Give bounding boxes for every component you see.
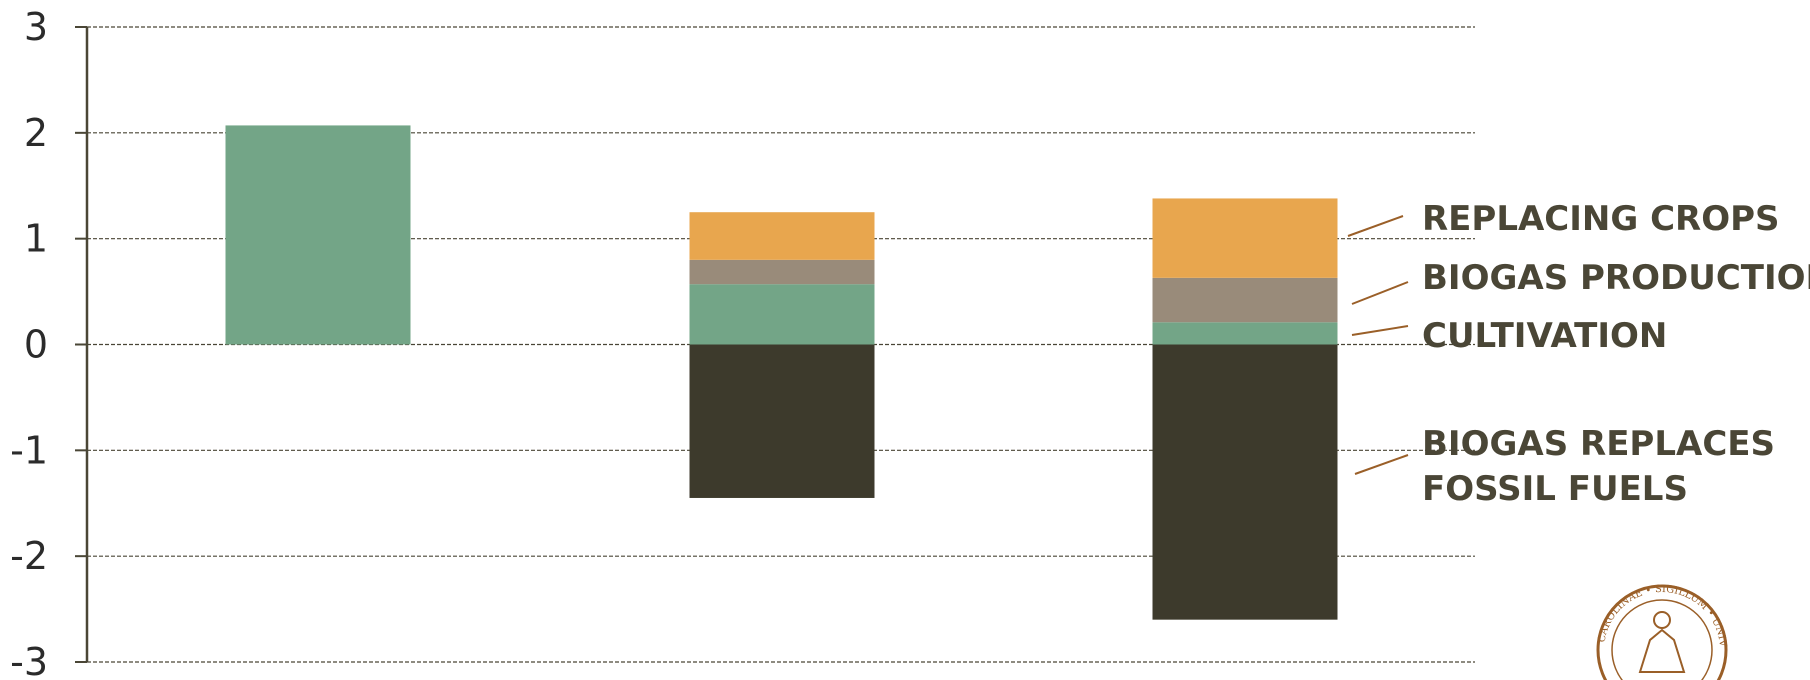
y-tick-label: 3 [24,5,48,49]
y-tick-label: 1 [24,217,48,261]
bar-segment-biogas-production [689,259,875,285]
legend-label: FOSSIL FUELS [1422,469,1688,509]
bar-segment-replacing-crops [689,212,875,260]
bars [225,125,1338,620]
bar-segment-cultivation [1152,322,1338,345]
legend-label: BIOGAS REPLACES [1422,424,1775,464]
legend-label: BIOGAS PRODUCTION [1422,258,1810,298]
legend-leader-line [1347,215,1404,237]
y-tick-label: 0 [24,323,48,367]
bar-segment-fossil [1152,344,1338,620]
bar-segment-biogas-production [1152,277,1338,323]
bar-segment-cultivation [689,284,875,345]
legend-leader-line [1351,281,1409,305]
bar-segment-fossil [689,344,875,498]
y-tick-label: -2 [10,534,48,578]
legend-label: CULTIVATION [1422,316,1667,356]
legend-leader-line [1351,325,1409,336]
legend-label: REPLACING CROPS [1422,199,1780,239]
legend-leader-line [1354,454,1409,475]
y-tick-label: 2 [24,111,48,155]
y-tick-label: -3 [10,640,48,680]
bar-segment-replacing-crops [1152,198,1338,278]
y-axis: 3 2 1 0 -1 -2 -3 [10,5,89,680]
bar-segment-cultivation [225,125,411,345]
legend: REPLACING CROPS BIOGAS PRODUCTION CULTIVAT… [1347,199,1810,509]
y-tick-label: -1 [10,428,48,472]
